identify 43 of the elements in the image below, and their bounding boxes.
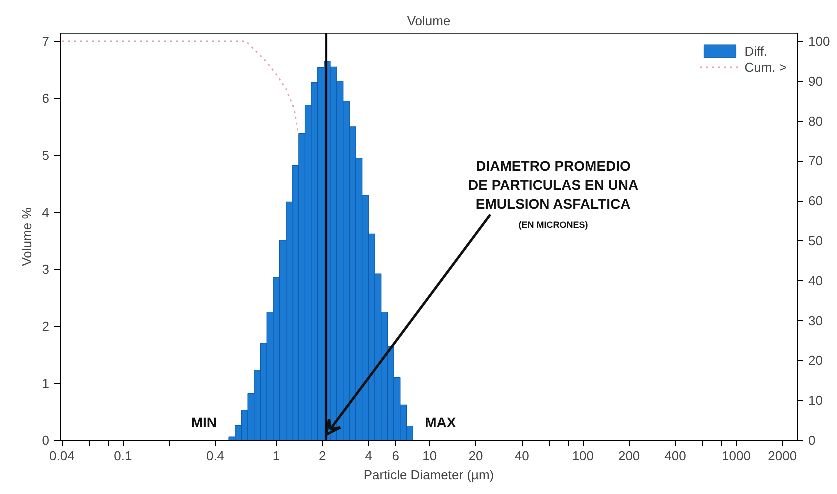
x-tick-label: 20 [468, 448, 484, 464]
y2-tick-label: 70 [808, 154, 823, 169]
y2-tick-label: 80 [808, 114, 823, 129]
legend-label: Diff. [744, 43, 768, 59]
y2-tick-label: 100 [808, 34, 830, 49]
y2-tick-label: 90 [808, 74, 823, 89]
y-tick-label: 3 [42, 262, 50, 277]
x-tick-label: 6 [392, 448, 400, 464]
y-tick-label: 6 [42, 90, 50, 106]
y2-tick-label: 60 [808, 194, 823, 209]
x-tick-label: 400 [664, 448, 686, 464]
y-axis-title: Volume % [19, 207, 34, 266]
x-tick-label: 0.4 [206, 448, 225, 464]
y-tick-label: 4 [42, 204, 50, 220]
x-tick-label: 0.1 [114, 448, 132, 464]
annotation: (EN MICRONES) [518, 220, 588, 230]
x-tick-label: 10 [422, 448, 438, 464]
y-tick-label: 7 [42, 34, 50, 49]
y-tick-label: 0 [42, 433, 50, 448]
x-tick-label: 0.04 [50, 448, 75, 464]
legend-label: Cum. > [744, 59, 787, 75]
x-tick-label: 4 [365, 448, 372, 464]
annotation: MAX [425, 414, 457, 430]
x-tick-label: 40 [514, 448, 530, 464]
annotation: MIN [191, 414, 218, 430]
y2-tick-label: 40 [808, 273, 823, 288]
x-tick-label: 1000 [722, 448, 751, 464]
y2-tick-label: 50 [808, 233, 823, 248]
x-tick-label: 100 [572, 448, 594, 464]
x-tick-label: 200 [618, 448, 640, 464]
y2-tick-label: 0 [808, 433, 816, 448]
chart-title: Volume [407, 14, 451, 28]
y-tick-label: 5 [42, 148, 50, 163]
x-tick-label: 1 [272, 448, 280, 464]
x-tick-label: 2000 [768, 448, 798, 464]
annotation: DIAMETRO PROMEDIO DE PARTICULAS EN UNA EMULSION ASFALTICA [468, 158, 639, 212]
y-tick-label: 1 [42, 376, 50, 391]
x-axis-title: Particle Diameter (µm) [364, 468, 494, 482]
y2-tick-label: 20 [808, 353, 823, 368]
y2-tick-label: 30 [808, 313, 823, 328]
y-tick-label: 2 [42, 318, 50, 334]
x-tick-label: 2 [319, 448, 326, 464]
y2-tick-label: 10 [808, 393, 823, 408]
